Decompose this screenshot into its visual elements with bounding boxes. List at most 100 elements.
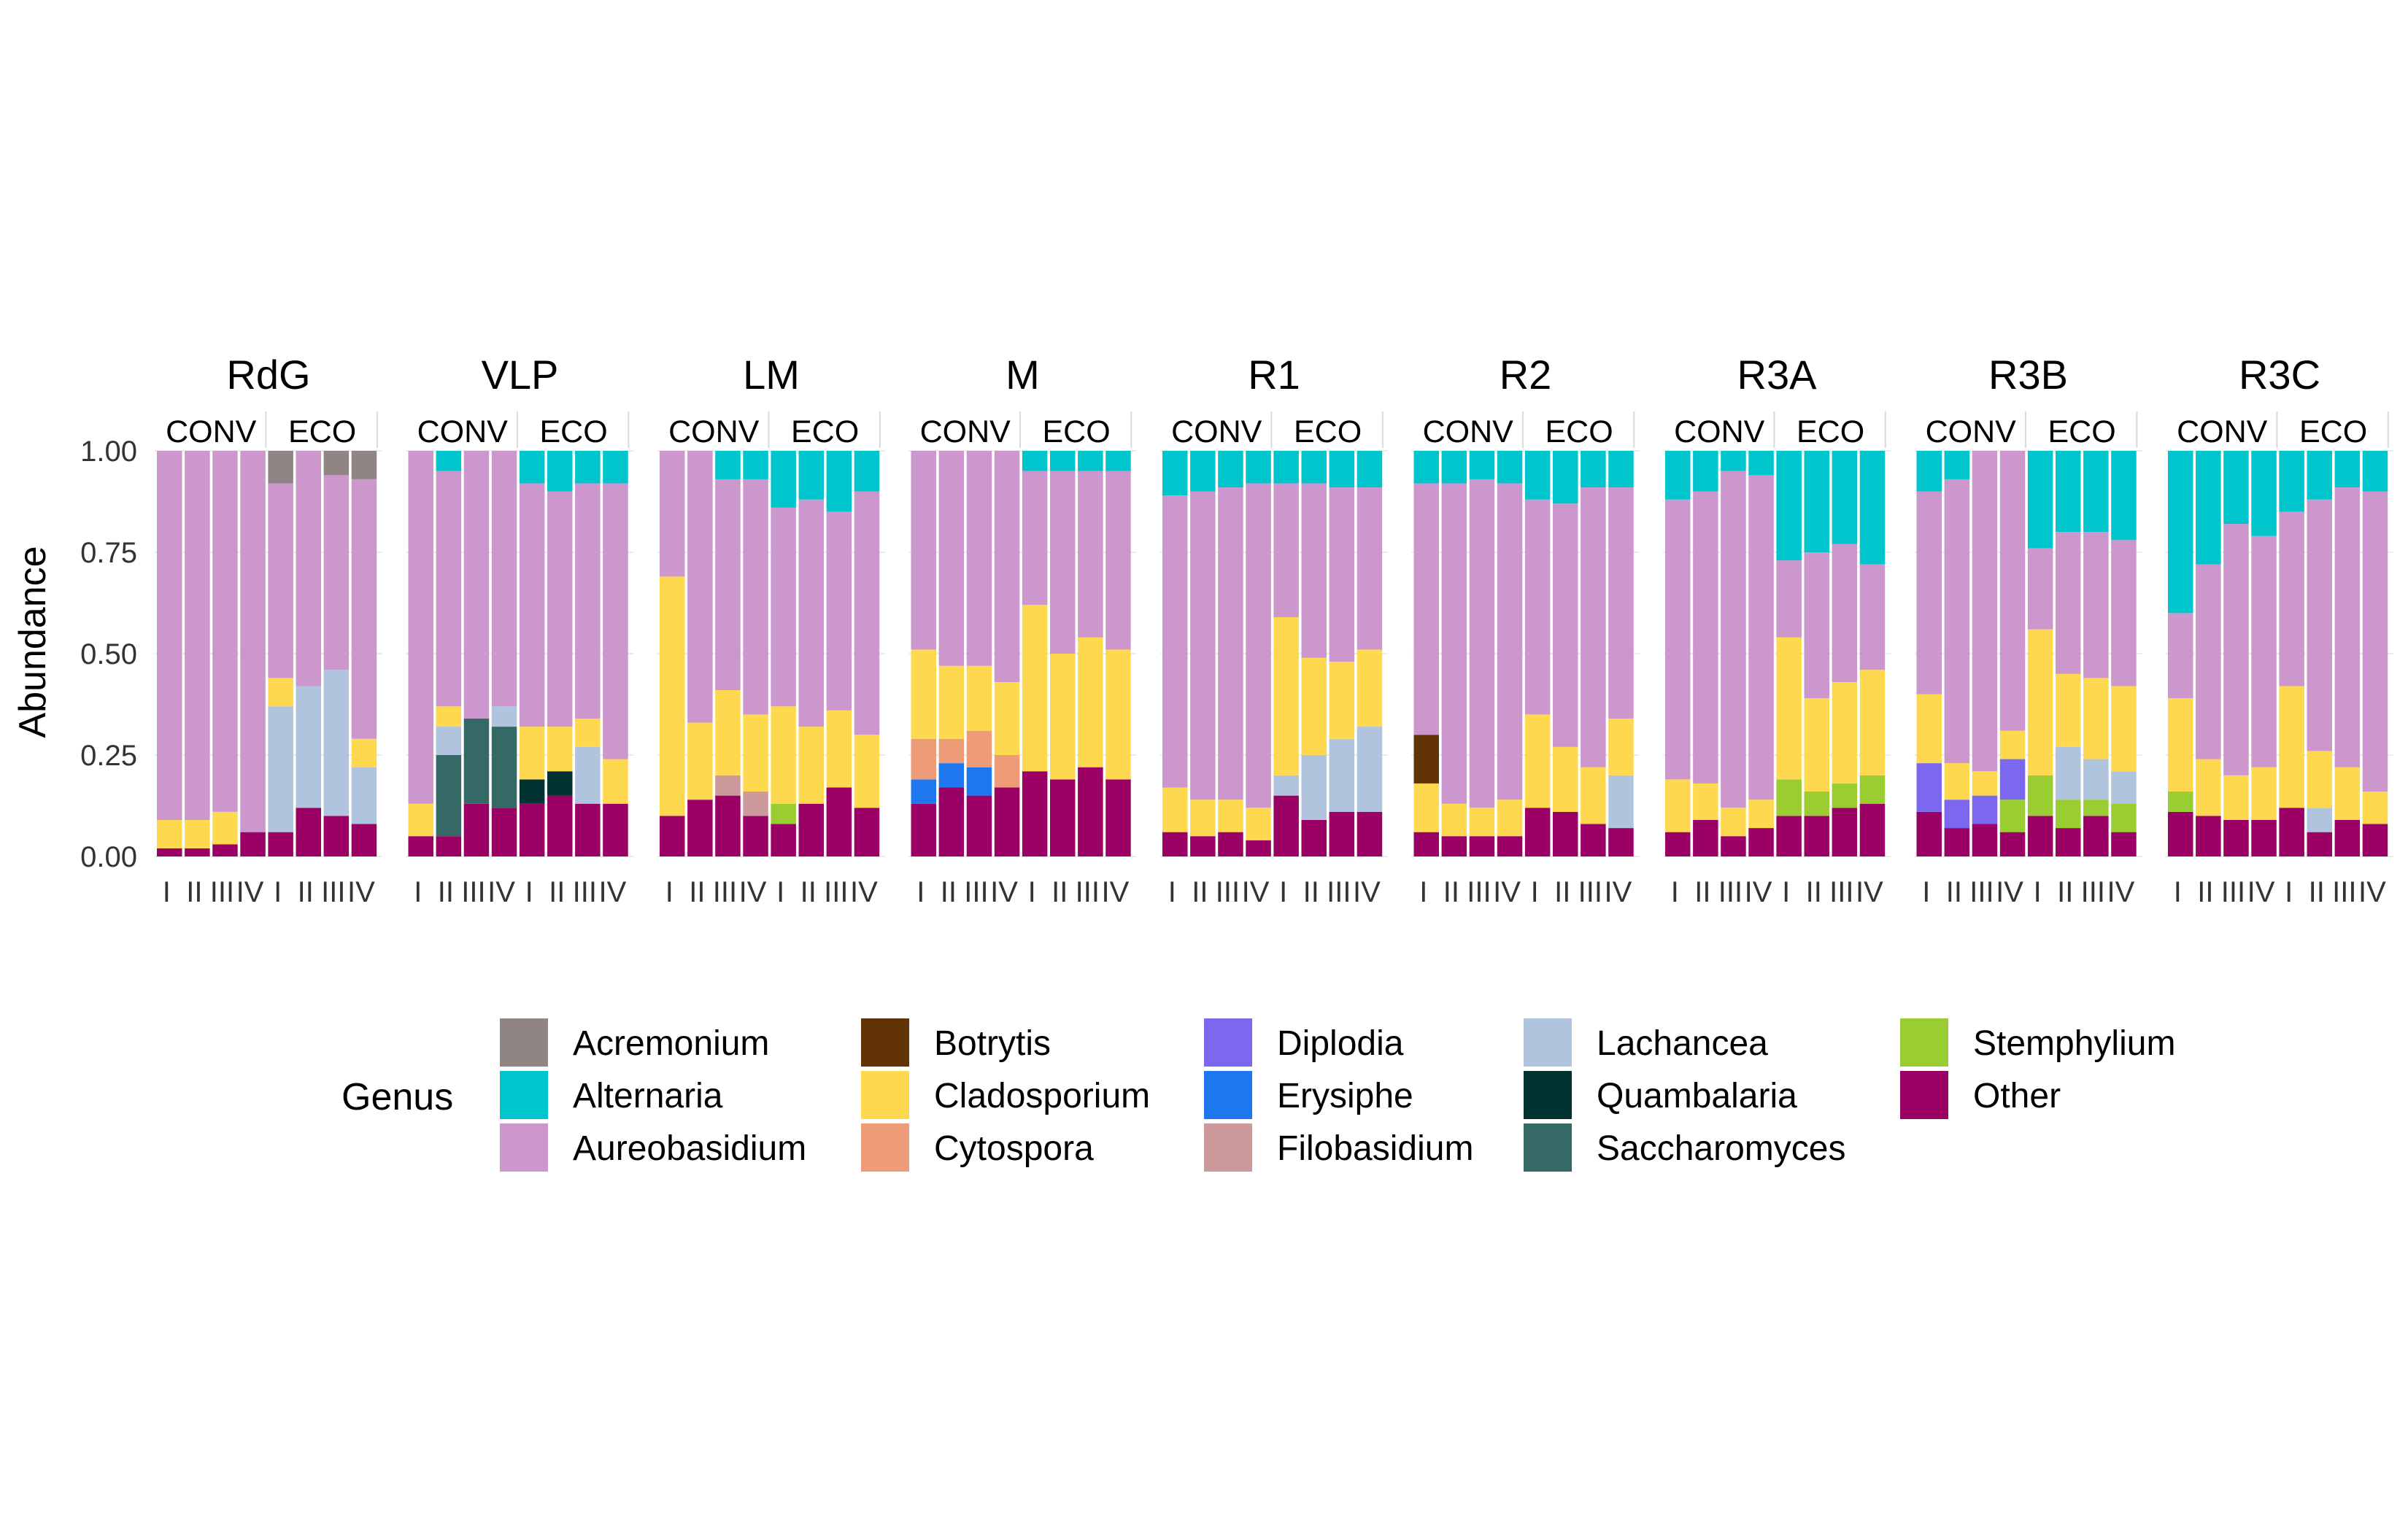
bar-segment-alternaria [2307, 451, 2332, 500]
bar-segment-other [1497, 836, 1523, 856]
bar-segment-cladosporium [1218, 800, 1243, 832]
bar-segment-cladosporium [2362, 792, 2388, 824]
bar-segment-cladosporium [2223, 775, 2249, 820]
bar-segment-aureobasidium [2196, 564, 2221, 759]
bar-segment-stemphylium [1776, 779, 1802, 816]
bar-m-3 [966, 451, 992, 856]
bar-segment-lachancea [351, 767, 377, 824]
bar-segment-aureobasidium [743, 479, 768, 715]
bar-vlp-4 [491, 451, 517, 856]
bar-r1-7 [1329, 451, 1355, 856]
x-tick-label: III [2332, 876, 2356, 908]
legend-swatch [1204, 1018, 1252, 1067]
y-tick-label: 0.50 [80, 638, 137, 670]
bar-segment-other [1105, 779, 1131, 856]
bar-segment-other [575, 803, 601, 856]
x-tick-label: I [414, 876, 422, 908]
bar-segment-other [212, 844, 238, 856]
bar-segment-other [1022, 771, 1048, 856]
bar-segment-alternaria [1329, 451, 1355, 488]
legend-label: Cytospora [934, 1129, 1094, 1168]
bar-segment-other [1301, 819, 1327, 856]
bar-r3a-4 [1748, 451, 1774, 856]
bar-segment-aureobasidium [2056, 532, 2081, 674]
legend-item-cladosporium: Cladosporium [861, 1071, 1150, 1119]
legend-title: Genus [341, 1076, 453, 1118]
bar-segment-alternaria [1916, 451, 1942, 492]
x-tick-label: IV [2247, 876, 2275, 908]
bar-segment-cladosporium [1776, 637, 1802, 780]
x-tick-label: III [1076, 876, 1100, 908]
bar-r3b-7 [2083, 451, 2109, 856]
bar-segment-cladosporium [1944, 763, 1970, 800]
bar-segment-alternaria [1246, 451, 1271, 484]
bar-segment-other [994, 787, 1020, 856]
bar-segment-aureobasidium [687, 451, 713, 723]
x-tick-label: IV [1353, 876, 1381, 908]
bar-segment-other [157, 848, 182, 856]
panel-title: R3C [2239, 352, 2320, 398]
x-tick-label: I [2034, 876, 2042, 908]
legend-swatch [861, 1018, 909, 1067]
bar-r3a-1 [1665, 451, 1691, 856]
bar-segment-other [938, 787, 965, 856]
bar-segment-stemphylium [1859, 775, 1886, 804]
bar-segment-alternaria [1524, 451, 1551, 500]
bar-segment-stemphylium [2056, 800, 2081, 829]
bar-segment-cladosporium [2168, 698, 2193, 792]
bar-segment-aureobasidium [1859, 564, 1886, 670]
bar-segment-cladosporium [1581, 767, 1606, 824]
bar-segment-aureobasidium [1022, 471, 1048, 606]
bar-segment-aureobasidium [268, 483, 293, 678]
legend-label: Acremonium [573, 1024, 769, 1063]
bar-r2-2 [1441, 451, 1467, 856]
x-tick-label: III [1467, 876, 1491, 908]
bar-segment-other [826, 787, 852, 856]
bar-segment-cladosporium [1413, 783, 1439, 832]
bar-r3a-8 [1859, 451, 1886, 856]
bar-segment-other [1999, 832, 2026, 856]
legend-item-other: Other [1900, 1071, 2061, 1119]
bar-segment-other [1972, 824, 1998, 856]
bar-segment-other [2362, 824, 2388, 856]
bar-r3c-5 [2279, 451, 2304, 856]
bar-segment-other [2027, 816, 2053, 856]
bar-segment-saccharomyces [436, 755, 462, 837]
bar-segment-other [1078, 767, 1103, 856]
bar-segment-alternaria [1581, 451, 1606, 488]
x-tick-label: I [776, 876, 784, 908]
bar-segment-aureobasidium [2279, 511, 2304, 686]
bar-lm-4 [743, 451, 768, 856]
x-tick-label: I [2285, 876, 2293, 908]
bar-segment-lachancea [436, 727, 462, 755]
bar-segment-aureobasidium [1301, 483, 1327, 658]
bar-r2-8 [1608, 451, 1634, 856]
bar-segment-cytospora [938, 738, 965, 764]
bar-segment-other [1553, 811, 1578, 856]
bar-segment-aureobasidium [1721, 471, 1746, 808]
bar-r3a-2 [1693, 451, 1718, 856]
y-tick-label: 0.75 [80, 537, 137, 569]
legend-label: Botrytis [934, 1024, 1051, 1063]
legend-item-lachancea: Lachancea [1524, 1018, 1768, 1067]
x-tick-label: III [1829, 876, 1853, 908]
bar-segment-alternaria [1944, 451, 1970, 479]
bar-segment-alternaria [1804, 451, 1829, 552]
bar-lm-5 [771, 451, 796, 856]
bar-segment-aureobasidium [212, 451, 238, 812]
group-label: ECO [540, 414, 608, 449]
bar-segment-aureobasidium [1050, 471, 1076, 654]
bar-segment-cladosporium [1999, 730, 2026, 759]
bar-segment-alternaria [2196, 451, 2221, 565]
bar-segment-aureobasidium [938, 451, 965, 666]
group-label: ECO [791, 414, 859, 449]
bar-segment-other [2334, 819, 2361, 856]
x-tick-label: III [2221, 876, 2245, 908]
x-tick-label: IV [1745, 876, 1772, 908]
bar-segment-diplodia [1944, 800, 1970, 829]
bar-segment-stemphylium [1832, 783, 1858, 808]
bar-segment-lachancea [1301, 755, 1327, 820]
